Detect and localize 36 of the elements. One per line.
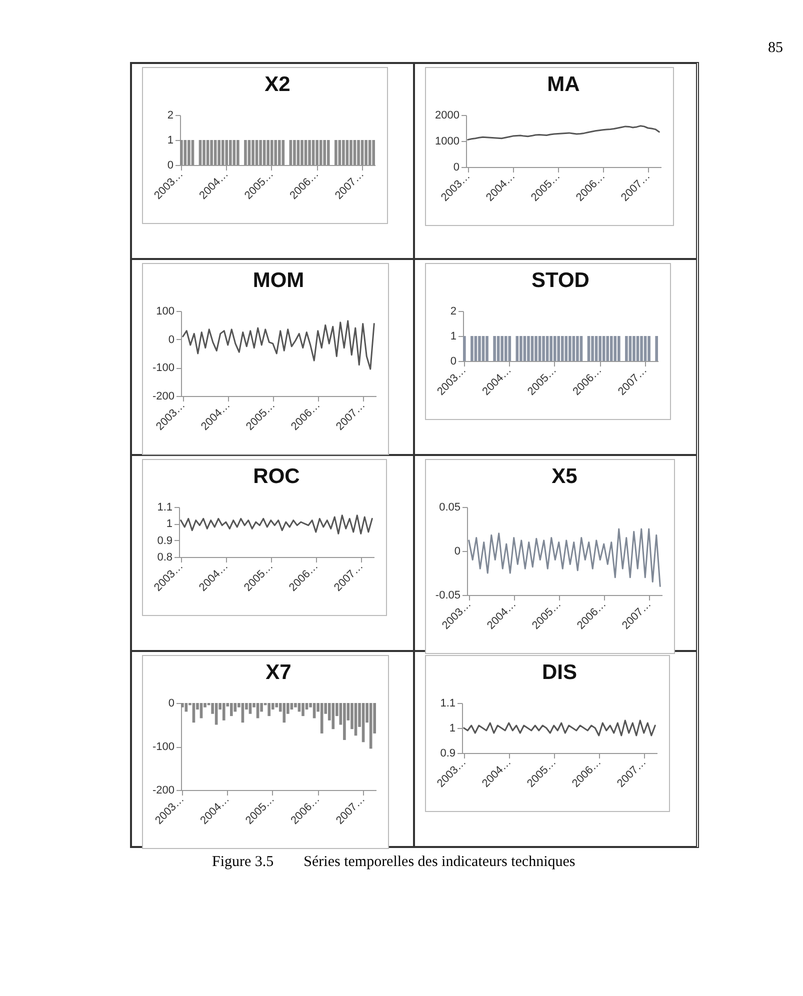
y-tick-label: 0 [168,698,174,710]
chart-title: X2 [264,73,290,96]
y-tick-label: 1.1 [157,502,172,514]
y-tick-label: 0 [454,546,460,558]
y-tick-label: 0.9 [157,534,172,547]
y-tick-label: 1 [166,518,172,530]
y-tick-label: 1 [449,722,456,734]
y-tick-label: 1.1 [440,698,456,710]
y-tick-label: -200 [152,390,174,402]
chart-title: STOD [532,269,590,292]
y-tick-label: 1 [167,134,174,146]
y-tick-label: 0 [450,356,456,368]
y-tick-label: 0.8 [157,552,172,564]
y-tick-label: -200 [152,784,174,796]
chart-title: ROC [253,465,300,488]
chart-title: MOM [252,269,304,292]
y-tick-label: 1 [450,330,456,342]
y-tick-label: 0.9 [440,748,456,760]
chart-title: X5 [552,465,578,488]
text: 85 [768,40,783,57]
y-tick-label: -0.05 [435,590,460,602]
y-tick-label: -100 [152,741,174,753]
y-tick-label: 0 [167,160,174,172]
chart-title: DIS [542,661,578,684]
y-tick-label: 100 [156,306,174,318]
y-tick-label: 0 [453,162,460,174]
y-tick-label: 2 [167,110,174,122]
y-tick-label: 2 [450,306,456,318]
y-tick-label: 2000 [435,110,460,122]
y-tick-label: 0.05 [439,502,460,514]
y-tick-label: 0 [168,334,174,346]
chart-title: X7 [266,661,292,684]
y-tick-label: -100 [152,362,174,374]
chart-title: MA [547,73,580,96]
caption: Figure 3.5 Séries temporelles des indicateurs techniques [212,854,576,871]
y-tick-label: 1000 [435,136,460,148]
